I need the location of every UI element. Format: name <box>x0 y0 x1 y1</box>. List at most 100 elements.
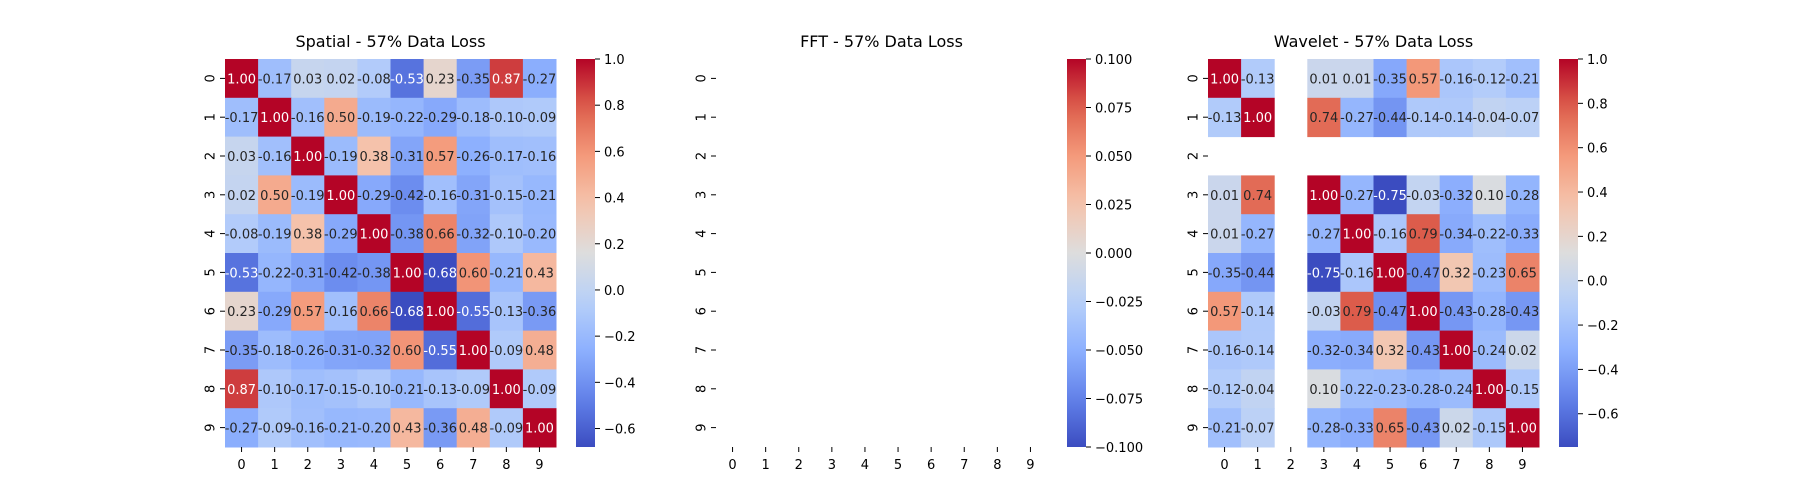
heatmap-cell <box>1505 330 1540 370</box>
colorbar <box>576 59 595 447</box>
chart-title: FFT - 57% Data Loss <box>800 32 963 51</box>
chart-title: Spatial - 57% Data Loss <box>295 32 485 51</box>
cell-value-label: 0.66 <box>426 228 455 243</box>
heatmap-cell <box>456 59 491 99</box>
cell-value-label: 0.50 <box>326 111 355 126</box>
heatmap-cell <box>522 59 557 99</box>
heatmap-cell <box>456 175 491 215</box>
cell-value-label: -0.43 <box>1439 305 1473 320</box>
x-tick-label: 9 <box>535 458 543 473</box>
chart-title: Wavelet - 57% Data Loss <box>1274 32 1473 51</box>
y-tick-label: 4 <box>204 229 219 237</box>
colorbar-tick-label: −0.4 <box>604 376 636 391</box>
heatmap-cell <box>225 97 259 138</box>
x-tick-label: 6 <box>436 458 444 473</box>
x-tick-label: 3 <box>1320 458 1328 473</box>
heatmap-cell <box>1208 253 1242 293</box>
colorbar-tick-label: 0.0 <box>1587 275 1608 290</box>
cell-value-label: 1.00 <box>393 266 422 281</box>
heatmap-cell <box>1472 253 1507 293</box>
cell-value-label: -0.16 <box>1340 266 1374 281</box>
heatmap-cell <box>357 369 391 409</box>
heatmap-cell <box>1373 330 1408 370</box>
cell-value-label: -0.15 <box>324 383 358 398</box>
cell-value-label: -0.09 <box>523 111 557 126</box>
colorbar-tick-label: 1.0 <box>1587 53 1608 68</box>
heatmap-cell <box>258 369 292 409</box>
heatmap-cell <box>390 175 425 215</box>
x-tick-label: 0 <box>728 458 736 473</box>
x-tick-label: 3 <box>828 458 836 473</box>
cell-value-label: 0.03 <box>227 150 256 165</box>
heatmap-cell <box>225 253 259 293</box>
cell-value-label: -0.34 <box>1439 228 1473 243</box>
heatmap-cell <box>1472 175 1507 215</box>
heatmap-cell <box>1439 291 1474 332</box>
cell-value-label: -0.29 <box>357 189 391 204</box>
heatmap-cell <box>456 330 491 370</box>
cell-value-label: 1.00 <box>359 228 388 243</box>
y-tick-label: 1 <box>1187 113 1202 121</box>
cell-value-label: -0.26 <box>291 344 325 359</box>
heatmap-cell <box>291 369 325 409</box>
heatmap-cell <box>1472 97 1507 138</box>
y-tick-label: 6 <box>1187 307 1202 315</box>
heatmap-cell <box>423 136 458 176</box>
x-tick-label: 9 <box>1026 458 1034 473</box>
heatmap-cell <box>225 408 259 448</box>
heatmap-cell <box>1340 291 1374 332</box>
heatmap-cell <box>423 214 458 254</box>
heatmap-cell <box>522 253 557 293</box>
heatmap-cell <box>1406 175 1441 215</box>
x-tick-label: 8 <box>502 458 510 473</box>
cell-value-label: -0.31 <box>456 189 490 204</box>
colorbar-tick-label: 0.4 <box>1587 186 1608 201</box>
x-tick-label: 5 <box>403 458 411 473</box>
heatmap-cell <box>1208 369 1242 409</box>
heatmap-cell <box>225 369 259 409</box>
x-tick-label: 0 <box>237 458 245 473</box>
heatmap-cell <box>489 369 524 409</box>
cell-value-label: 1.00 <box>1409 305 1438 320</box>
heatmap-cell <box>390 214 425 254</box>
heatmap-cell <box>1307 175 1341 215</box>
heatmap-cell <box>1208 175 1242 215</box>
heatmap-cell <box>225 175 259 215</box>
heatmap-cell <box>291 408 325 448</box>
heatmap-cell <box>1373 369 1408 409</box>
heatmap-cell <box>1505 97 1540 138</box>
cell-value-label: -0.32 <box>456 228 490 243</box>
heatmap-cell <box>522 369 557 409</box>
x-tick-label: 6 <box>927 458 935 473</box>
cell-value-label: 0.02 <box>1508 344 1537 359</box>
heatmap-cell <box>1439 408 1474 448</box>
heatmap-cell <box>1307 59 1341 99</box>
cell-value-label: -0.07 <box>1506 111 1540 126</box>
y-tick-label: 5 <box>1187 268 1202 276</box>
cell-value-label: -0.32 <box>1307 344 1341 359</box>
cell-value-label: -0.68 <box>423 266 457 281</box>
colorbar-tick-label: −0.6 <box>1587 408 1619 423</box>
cell-value-label: -0.27 <box>523 72 557 87</box>
cell-value-label: -0.22 <box>390 111 424 126</box>
y-tick-label: 0 <box>204 74 219 82</box>
cell-value-label: 0.10 <box>1475 189 1504 204</box>
heatmap-cell <box>291 253 325 293</box>
cell-value-label: -0.22 <box>258 266 292 281</box>
cell-value-label: -0.19 <box>258 228 292 243</box>
heatmap-cell <box>324 369 358 409</box>
colorbar-tick-label: 0.000 <box>1095 247 1132 262</box>
cell-value-label: 0.57 <box>293 305 322 320</box>
cell-value-label: -0.18 <box>456 111 490 126</box>
heatmap-cell <box>1505 369 1540 409</box>
cell-value-label: -0.21 <box>324 422 358 437</box>
heatmap-cell <box>423 175 458 215</box>
heatmap-cell <box>1439 59 1474 99</box>
heatmap-cell <box>456 369 491 409</box>
cell-value-label: -0.03 <box>1406 189 1440 204</box>
heatmap-cell <box>324 59 358 99</box>
cell-value-label: -0.16 <box>1373 228 1407 243</box>
heatmap-cell <box>1373 291 1408 332</box>
cell-value-label: 0.01 <box>1210 228 1239 243</box>
